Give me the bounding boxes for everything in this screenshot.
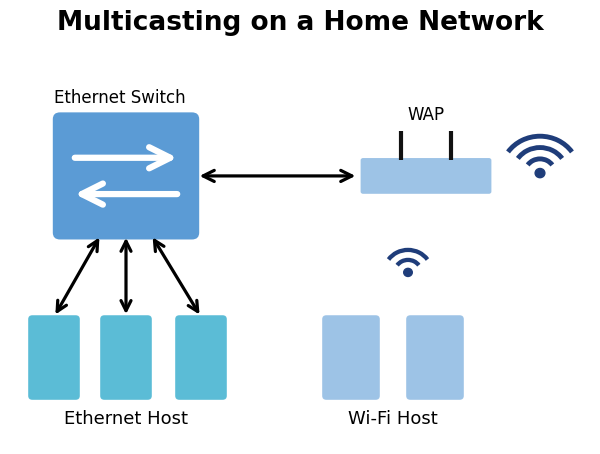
Circle shape — [535, 168, 545, 178]
Text: Ethernet Host: Ethernet Host — [64, 410, 188, 428]
Text: Multicasting on a Home Network: Multicasting on a Home Network — [56, 10, 544, 36]
Text: Ethernet Switch: Ethernet Switch — [54, 89, 186, 107]
Circle shape — [404, 268, 412, 276]
FancyBboxPatch shape — [361, 158, 491, 194]
FancyBboxPatch shape — [53, 112, 199, 239]
FancyBboxPatch shape — [28, 315, 80, 400]
FancyBboxPatch shape — [322, 315, 380, 400]
FancyBboxPatch shape — [100, 315, 152, 400]
Text: WAP: WAP — [407, 106, 445, 124]
FancyBboxPatch shape — [175, 315, 227, 400]
Text: Wi-Fi Host: Wi-Fi Host — [348, 410, 438, 428]
FancyBboxPatch shape — [406, 315, 464, 400]
